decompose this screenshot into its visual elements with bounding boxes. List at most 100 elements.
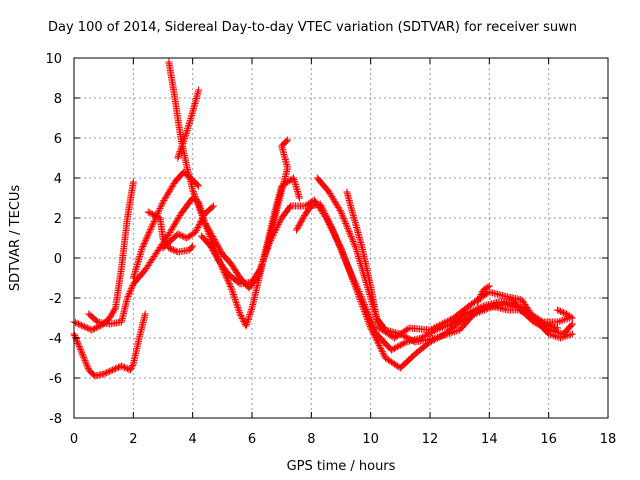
data-point [519, 308, 527, 316]
data-point [476, 294, 484, 301]
data-point [399, 332, 407, 340]
data-point [300, 213, 308, 221]
data-point [568, 314, 576, 322]
data-point [353, 247, 361, 255]
data-point [338, 210, 346, 218]
data-point [360, 299, 368, 307]
data-point [210, 248, 218, 256]
data-point [560, 309, 567, 317]
data-point [143, 233, 151, 241]
data-point [179, 138, 187, 146]
data-point [344, 226, 352, 234]
data-point [345, 265, 353, 273]
data-point [350, 276, 358, 284]
data-point [349, 237, 357, 245]
data-point [393, 343, 401, 351]
data-point [247, 306, 255, 314]
data-point [540, 320, 548, 328]
data-point [561, 309, 569, 317]
data-point [568, 320, 576, 328]
data-point [319, 205, 327, 213]
data-point [138, 244, 146, 252]
data-point [196, 207, 204, 215]
data-point [152, 212, 160, 220]
data-point [125, 291, 133, 299]
data-point [404, 334, 412, 342]
data-point [145, 229, 153, 237]
data-point [476, 292, 484, 300]
data-point [335, 205, 343, 213]
data-point [323, 214, 331, 222]
y-tick-label: 4 [54, 172, 62, 187]
data-point [168, 183, 176, 191]
series-track-h [174, 86, 203, 162]
x-axis-label: GPS time / hours [287, 459, 396, 474]
data-point [238, 313, 246, 321]
data-point [205, 229, 213, 237]
data-point [211, 249, 219, 257]
data-point [537, 318, 545, 326]
data-point [352, 281, 360, 289]
data-point [336, 242, 344, 250]
data-point [530, 314, 538, 322]
data-point [539, 319, 547, 327]
data-point [158, 201, 166, 209]
data-point [242, 322, 250, 330]
data-point [435, 333, 443, 341]
data-point [324, 216, 332, 224]
data-point [209, 202, 217, 210]
data-point [165, 187, 173, 195]
data-point [163, 192, 171, 200]
data-point [276, 217, 284, 225]
data-point [168, 245, 176, 253]
data-point [232, 299, 240, 307]
data-point [478, 289, 486, 297]
data-point [525, 312, 533, 320]
data-point [245, 314, 253, 322]
series-track-k [313, 174, 576, 342]
data-point [346, 229, 354, 237]
chart-title: Day 100 of 2014, Sidereal Day-to-day VTE… [48, 20, 577, 35]
data-point [149, 221, 157, 229]
data-point [192, 228, 200, 236]
data-point [194, 200, 202, 208]
data-point [206, 242, 214, 250]
data-point [395, 342, 403, 350]
data-point [157, 203, 165, 211]
data-point [445, 329, 453, 337]
data-point [432, 334, 440, 342]
data-point [389, 345, 397, 353]
data-point [234, 304, 242, 311]
data-point [177, 146, 185, 154]
data-point [334, 203, 342, 211]
data-point [81, 357, 89, 365]
data-point [148, 222, 156, 230]
data-point [193, 181, 201, 189]
data-point [358, 296, 366, 304]
data-point [343, 223, 351, 231]
data-point [339, 250, 347, 258]
data-point [142, 235, 150, 243]
data-point [516, 307, 524, 315]
data-point [167, 184, 175, 192]
data-point [161, 195, 169, 203]
data-point [73, 319, 81, 327]
data-point [367, 317, 375, 325]
data-point [141, 238, 149, 246]
data-point [115, 363, 122, 371]
data-point [147, 224, 155, 232]
data-point [174, 230, 182, 238]
data-point [159, 198, 167, 206]
data-point [195, 204, 203, 212]
data-point [557, 334, 565, 342]
data-point [528, 313, 536, 321]
data-point [232, 297, 240, 305]
data-point [327, 221, 335, 229]
data-point [472, 307, 480, 315]
data-point [119, 363, 127, 371]
data-point [120, 363, 128, 371]
data-point [85, 325, 93, 333]
data-point [194, 224, 202, 231]
data-point [359, 297, 367, 305]
data-point [113, 364, 121, 372]
